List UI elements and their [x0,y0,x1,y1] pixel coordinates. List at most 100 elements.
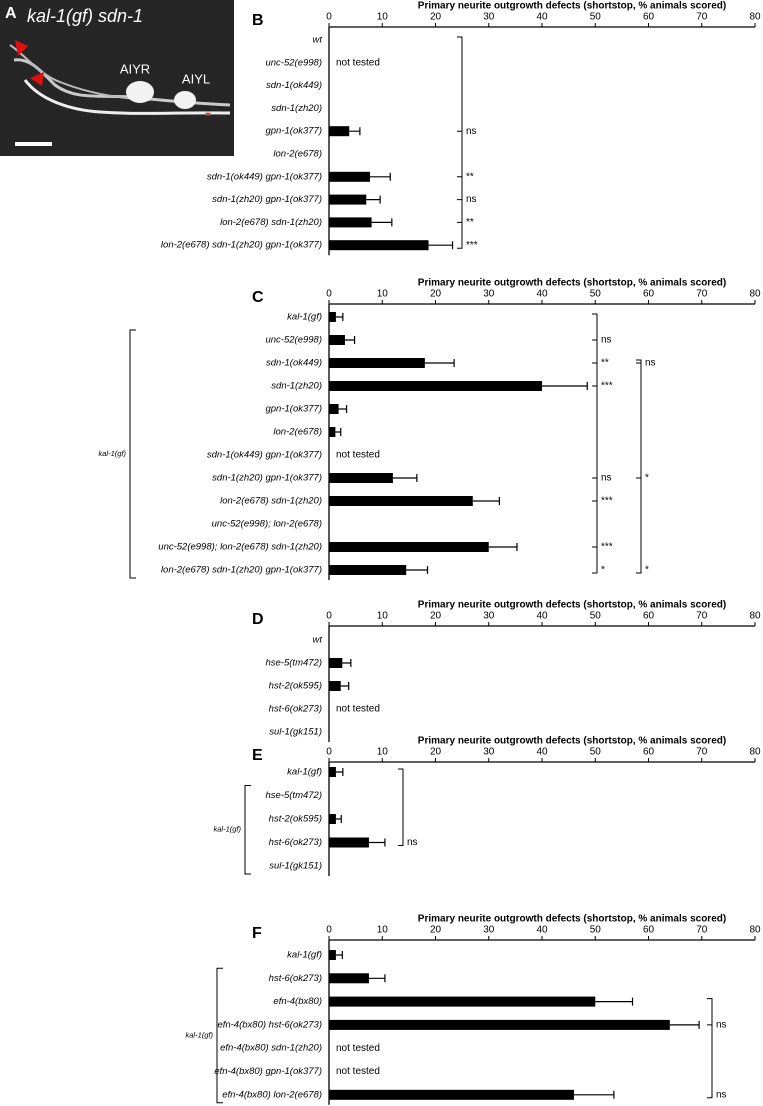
bar [329,473,393,483]
bar [329,814,336,824]
x-tick-label: 30 [483,289,495,300]
error-bar [366,195,381,204]
category-label: gpn-1(ok377) [265,404,322,415]
significance-label: ns [466,126,477,137]
note: not tested [336,450,380,461]
x-axis-title: Primary neurite outgrowth defects (short… [418,736,726,747]
x-tick-label: 0 [326,925,332,936]
bar [329,565,407,575]
note: not tested [336,57,380,68]
bar [329,194,367,205]
significance-bracket [592,313,598,574]
x-tick-label: 20 [430,12,442,23]
neurite [9,44,151,101]
category-label: hst-6(ok273) [269,973,322,984]
cell-label: AIYL [182,71,210,86]
category-label: lon-2(e678) sdn-1(zh20) gpn-1(ok377) [161,240,322,251]
x-axis-title: Primary neurite outgrowth defects (short… [418,914,726,925]
x-tick-label: 30 [483,747,495,758]
x-tick-label: 0 [326,611,332,622]
x-tick-label: 10 [377,925,389,936]
arrowhead [30,72,44,86]
group-label: kal-1(gf) [98,449,126,458]
panel-letter: C [252,289,264,306]
x-tick-label: 80 [749,925,761,936]
significance-bracket [707,998,713,1099]
error-bar [573,1090,615,1099]
significance-label: ** [466,217,474,228]
bar [329,542,489,552]
category-label: sdn-1(ok449) gpn-1(ok377) [207,171,322,182]
x-tick-label: 30 [483,925,495,936]
error-bar [488,543,518,551]
error-bar [392,474,418,482]
category-label: efn-4(bx80) [273,996,322,1007]
category-label: sdn-1(zh20) gpn-1(ok377) [212,473,322,484]
significance-label: * [645,473,649,484]
x-tick-label: 30 [483,12,495,23]
category-label: sdn-1(ok449) [266,80,322,91]
category-label: unc-52(e998); lon-2(e678) sdn-1(zh20) [158,542,322,553]
category-label: lon-2(e678) sdn-1(zh20) gpn-1(ok377) [161,565,322,576]
x-tick-label: 20 [430,611,442,622]
error-bar [368,974,386,983]
bar [329,171,371,182]
significance-bracket [636,359,642,574]
panel-letter: E [252,747,263,764]
significance-label: ns [716,1020,727,1031]
category-label: hst-6(ok273) [269,704,322,715]
image-panel: A kal-1(gf) sdn-1 AIYR AIYL * [0,0,234,156]
category-label: efn-4(bx80) sdn-1(zh20) [220,1043,322,1054]
bar [329,496,473,506]
significance-label: ** [601,358,609,369]
note: not tested [336,704,380,715]
significance-label: *** [601,542,613,553]
error-bar [349,127,361,136]
bar [329,335,345,345]
category-label: kal-1(gf) [287,312,322,323]
x-tick-label: 50 [590,611,602,622]
category-label: efn-4(bx80) lon-2(e678) [222,1089,322,1100]
x-axis-title: Primary neurite outgrowth defects (short… [418,278,726,289]
x-tick-label: 70 [696,747,708,758]
arrowhead [15,40,28,56]
bar [329,404,339,414]
error-bar [669,1020,700,1029]
x-tick-label: 40 [536,747,548,758]
bar [329,681,341,691]
scale-bar [15,142,52,146]
x-tick-label: 20 [430,747,442,758]
cell-body [174,91,196,109]
bar [329,312,336,322]
group-label: kal-1(gf) [213,825,241,834]
error-bar [340,682,350,690]
x-tick-label: 40 [536,611,548,622]
panel-letter: B [252,12,264,29]
cell-body [126,81,154,103]
x-tick-label: 10 [377,747,389,758]
x-tick-label: 30 [483,611,495,622]
x-tick-label: 60 [643,12,655,23]
group-label: kal-1(gf) [185,1031,213,1040]
x-tick-label: 60 [643,747,655,758]
significance-label: *** [466,240,478,251]
category-label: kal-1(gf) [287,767,322,778]
category-label: sdn-1(zh20) gpn-1(ok377) [212,194,322,205]
bar [329,381,542,391]
category-label: wt [313,35,323,46]
x-tick-label: 10 [377,12,389,23]
group-bracket [129,329,136,579]
x-tick-label: 60 [643,289,655,300]
category-label: sul-1(gk151) [269,727,322,738]
category-label: efn-4(bx80) hst-6(ok273) [217,1019,322,1030]
significance-label: ns [716,1089,727,1100]
image-title: kal-1(gf) sdn-1 [27,6,143,26]
marker: * [205,109,211,126]
error-bar [542,382,588,390]
error-bar [371,218,393,227]
significance-label: * [645,565,649,576]
error-bar [335,313,344,321]
error-bar [424,359,455,367]
significance-label: *** [601,381,613,392]
